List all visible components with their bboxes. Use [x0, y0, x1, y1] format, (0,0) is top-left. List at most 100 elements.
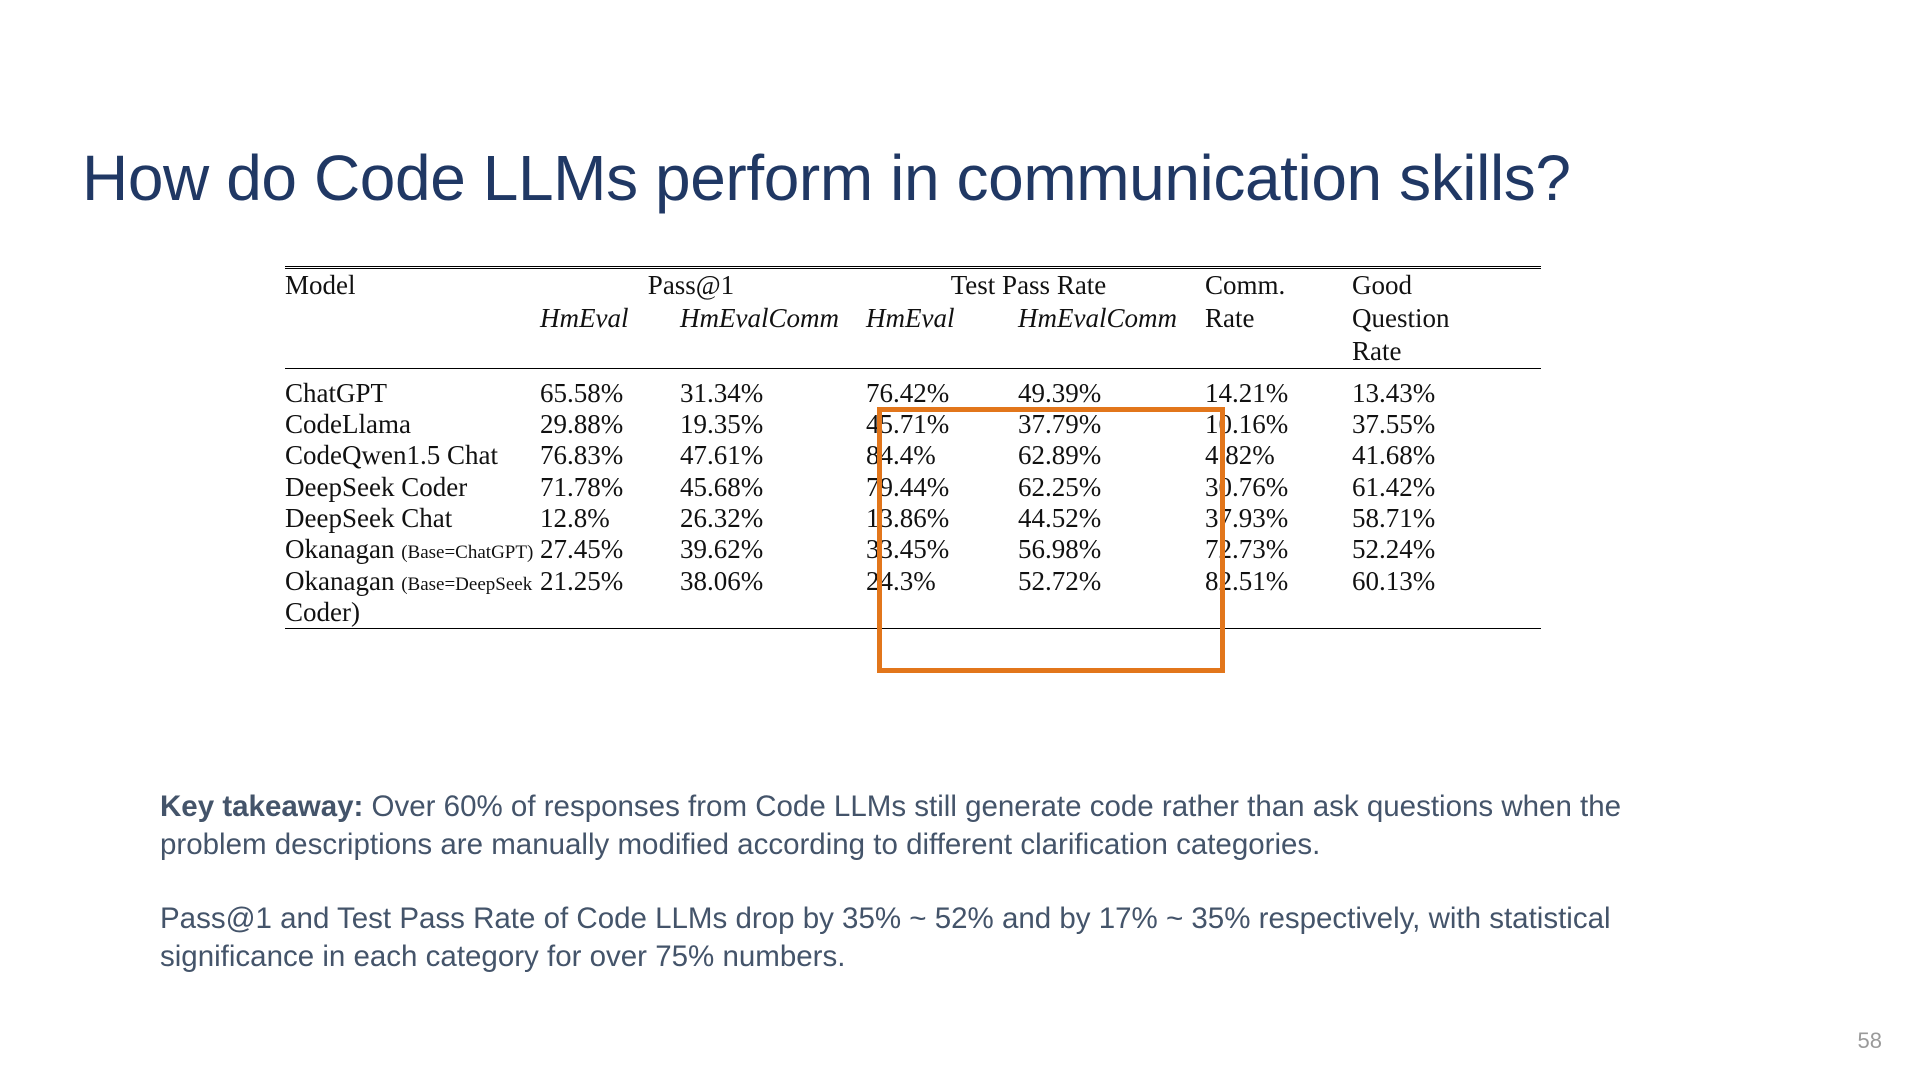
- table-bottom-rule: [285, 628, 1541, 632]
- col-header-comm-rate-line2: Rate: [1205, 302, 1255, 333]
- cell-pass-hmeval: 29.88%: [540, 409, 624, 440]
- cell-pass-hmevalcomm: 39.62%: [680, 534, 764, 565]
- col-header-model: Model: [285, 270, 356, 300]
- table-head: Model Pass@1 Test Pass Rate Comm. Good H…: [285, 267, 1541, 369]
- cell-model-name: DeepSeek Chat: [285, 503, 540, 534]
- cell-comm-rate: 14.21%: [1205, 377, 1289, 408]
- col-header-good-question-line1: Good: [1352, 270, 1412, 300]
- bottom-rule-cell: [1352, 629, 1541, 632]
- cell-pass-hmevalcomm: 47.61%: [680, 440, 764, 471]
- col-header-pass-at-1: Pass@1: [647, 270, 735, 300]
- cell-model-name: CodeLlama: [285, 409, 540, 440]
- cell-test-hmeval: 76.42%: [866, 377, 950, 408]
- cell-test-hmevalcomm: 37.79%: [1018, 409, 1102, 440]
- cell-test-hmevalcomm: 62.25%: [1018, 471, 1102, 502]
- header-spacer-1: [285, 335, 540, 368]
- cell-continuation-blank: [1205, 597, 1352, 629]
- cell-pass-hmeval: 71.78%: [540, 471, 624, 502]
- page-number: 58: [1857, 1028, 1882, 1053]
- cell-continuation-blank: [1352, 597, 1541, 629]
- sub-header-model-blank: [285, 302, 540, 335]
- cell-continuation-blank: [1018, 597, 1205, 629]
- table-row: CodeLlama 29.88% 19.35% 45.71% 37.79% 10.16% 3…: [285, 409, 1541, 440]
- cell-good-question-rate: 41.68%: [1352, 440, 1436, 471]
- model-name-subtext: (Base=DeepSeek: [401, 573, 533, 595]
- cell-test-hmeval: 84.4%: [866, 440, 936, 471]
- cell-good-question-rate: 13.43%: [1352, 377, 1436, 408]
- col-header-test-pass-rate: Test Pass Rate: [950, 270, 1107, 300]
- cell-pass-hmevalcomm: 31.34%: [680, 377, 764, 408]
- bottom-rule-cell: [1205, 629, 1352, 632]
- cell-test-hmevalcomm: 56.98%: [1018, 534, 1102, 565]
- table-row: DeepSeek Chat 12.8% 26.32% 13.86% 44.52% 37.9…: [285, 503, 1541, 534]
- cell-comm-rate: 30.76%: [1205, 471, 1289, 502]
- header-spacer-3: [680, 335, 866, 368]
- sub-header-pass-hmevalcomm: HmEvalComm: [680, 302, 839, 333]
- cell-test-hmeval: 13.86%: [866, 502, 950, 533]
- table-row: Okanagan (Base=DeepSeek 21.25% 38.06% 24.3%…: [285, 566, 1541, 597]
- model-name-text: Okanagan: [285, 565, 395, 596]
- cell-model-name: Okanagan (Base=ChatGPT): [285, 534, 540, 565]
- model-name-text: CodeQwen1.5 Chat: [285, 440, 498, 471]
- cell-pass-hmevalcomm: 26.32%: [680, 502, 764, 533]
- cell-test-hmeval: 45.71%: [866, 409, 950, 440]
- cell-comm-rate: 72.73%: [1205, 534, 1289, 565]
- header-spacer-5: [1018, 335, 1205, 368]
- model-name-text: Okanagan: [285, 534, 395, 565]
- model-name-text: DeepSeek Chat: [285, 502, 453, 533]
- model-name-text: ChatGPT: [285, 377, 388, 408]
- col-header-good-question-line3: Rate: [1352, 335, 1402, 366]
- cell-continuation-blank: [540, 597, 680, 629]
- bottom-rule-cell: [1018, 629, 1205, 632]
- cell-test-hmevalcomm: 49.39%: [1018, 377, 1102, 408]
- cell-model-name: ChatGPT: [285, 368, 540, 409]
- key-takeaway-paragraph: Key takeaway: Over 60% of responses from…: [160, 788, 1720, 865]
- cell-pass-hmeval: 21.25%: [540, 565, 624, 596]
- cell-model-name: Okanagan (Base=DeepSeek: [285, 566, 540, 597]
- bottom-rule-cell: [540, 629, 680, 632]
- cell-comm-rate: 82.51%: [1205, 565, 1289, 596]
- cell-pass-hmevalcomm: 19.35%: [680, 409, 764, 440]
- cell-pass-hmevalcomm: 45.68%: [680, 471, 764, 502]
- model-name-subtext: (Base=ChatGPT): [401, 542, 534, 564]
- cell-pass-hmeval: 65.58%: [540, 377, 624, 408]
- cell-good-question-rate: 52.24%: [1352, 534, 1436, 565]
- drop-note-paragraph: Pass@1 and Test Pass Rate of Code LLMs d…: [160, 901, 1611, 973]
- sub-header-test-hmeval: HmEval: [866, 302, 955, 333]
- page-title: How do Code LLMs perform in communicatio…: [82, 141, 1571, 214]
- cell-pass-hmevalcomm: 38.06%: [680, 565, 764, 596]
- bottom-rule-cell: [866, 629, 1018, 632]
- table-row: DeepSeek Coder 71.78% 45.68% 79.44% 62.25% 30…: [285, 472, 1541, 503]
- cell-continuation-blank: [680, 597, 866, 629]
- cell-continuation-blank: [866, 597, 1018, 629]
- cell-good-question-rate: 61.42%: [1352, 471, 1436, 502]
- cell-model-name: DeepSeek Coder: [285, 472, 540, 503]
- cell-good-question-rate: 60.13%: [1352, 565, 1436, 596]
- model-name-text: CodeLlama: [285, 409, 411, 440]
- sub-header-pass-hmeval: HmEval: [540, 302, 629, 333]
- key-takeaway-label: Key takeaway:: [160, 789, 364, 823]
- cell-pass-hmeval: 12.8%: [540, 502, 610, 533]
- cell-test-hmevalcomm: 62.89%: [1018, 440, 1102, 471]
- results-table-container: Model Pass@1 Test Pass Rate Comm. Good H…: [285, 266, 1541, 631]
- header-spacer-4: [866, 335, 1018, 368]
- bottom-rule-cell: [285, 629, 540, 632]
- cell-comm-rate: 10.16%: [1205, 409, 1289, 440]
- cell-model-name: CodeQwen1.5 Chat: [285, 440, 540, 471]
- table-header-group-row: Model Pass@1 Test Pass Rate Comm. Good: [285, 267, 1541, 302]
- col-header-good-question-line2: Question: [1352, 302, 1450, 333]
- cell-pass-hmeval: 27.45%: [540, 534, 624, 565]
- results-table: Model Pass@1 Test Pass Rate Comm. Good H…: [285, 266, 1541, 631]
- cell-test-hmeval: 24.3%: [866, 565, 936, 596]
- key-takeaway-text: Over 60% of responses from Code LLMs sti…: [160, 789, 1622, 861]
- table-header-third-row: Rate: [285, 335, 1541, 368]
- cell-test-hmevalcomm: 52.72%: [1018, 565, 1102, 596]
- cell-comm-rate: 4.82%: [1205, 440, 1275, 471]
- table-row: Okanagan (Base=ChatGPT) 27.45% 39.62% 33.45…: [285, 534, 1541, 565]
- col-header-comm-rate-line1: Comm.: [1205, 270, 1286, 300]
- cell-test-hmevalcomm: 44.52%: [1018, 502, 1102, 533]
- table-header-sub-row: HmEval HmEvalComm HmEval HmEvalComm Rate…: [285, 302, 1541, 335]
- cell-test-hmeval: 79.44%: [866, 471, 950, 502]
- table-body: ChatGPT 65.58% 31.34% 76.42% 49.39% 14.21% 13.…: [285, 368, 1541, 631]
- cell-comm-rate: 37.93%: [1205, 502, 1289, 533]
